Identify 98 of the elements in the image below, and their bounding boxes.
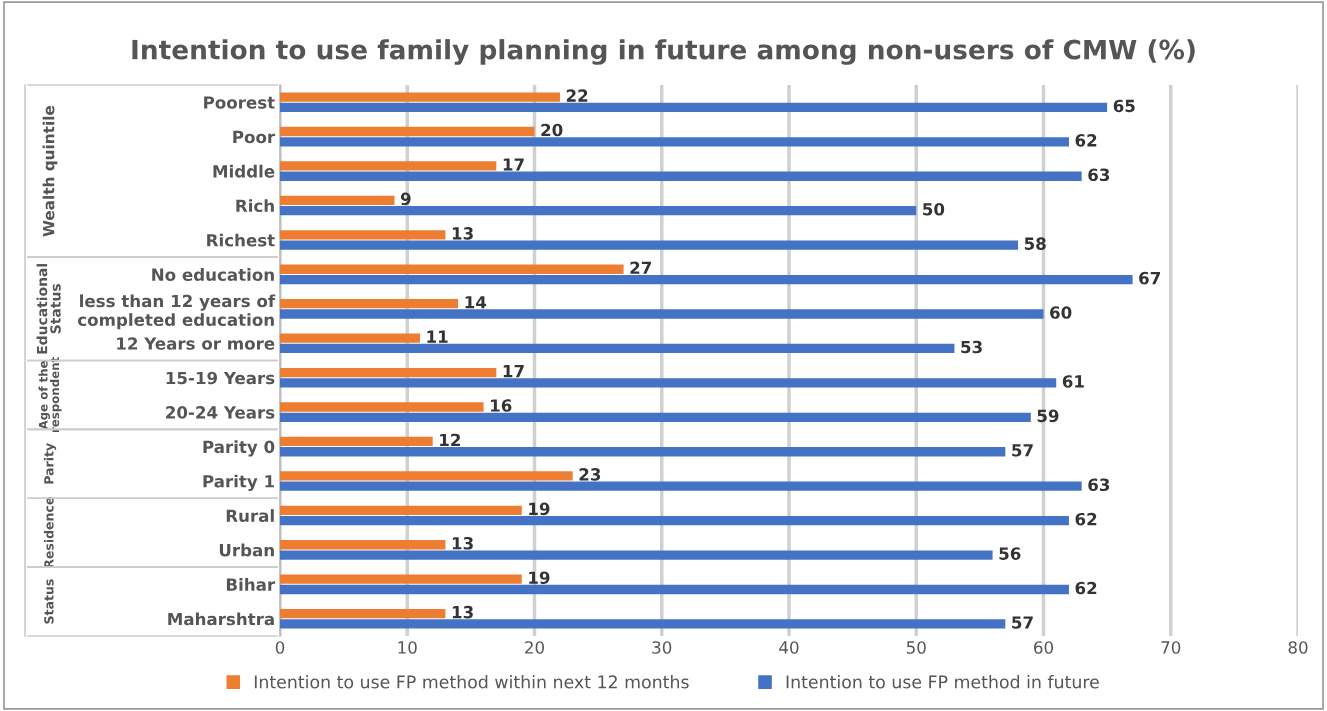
x-tick-label: 40 bbox=[779, 641, 799, 654]
text: Status bbox=[44, 579, 54, 624]
text: Wealth quintile bbox=[42, 105, 58, 237]
bar bbox=[280, 436, 433, 447]
y-tick-label: Poorest bbox=[204, 96, 275, 109]
data-label: 23 bbox=[579, 468, 601, 481]
y-tick-label: Poor bbox=[233, 130, 276, 144]
data-label: 14 bbox=[465, 296, 487, 309]
data-label: 27 bbox=[630, 261, 651, 274]
data-label: 12 bbox=[440, 433, 460, 447]
y-tick-label: Bihar bbox=[226, 578, 276, 591]
bar bbox=[280, 240, 1019, 250]
bar bbox=[280, 309, 1044, 319]
text: Educational Status bbox=[36, 264, 61, 354]
y-tick-label: Parity 1 bbox=[203, 474, 274, 491]
x-tick-label: 20 bbox=[525, 641, 544, 654]
bar bbox=[280, 367, 497, 378]
data-label: 13 bbox=[452, 536, 473, 550]
data-label: 57 bbox=[1012, 616, 1033, 629]
bar bbox=[280, 137, 1069, 147]
bar bbox=[280, 447, 1006, 457]
bar bbox=[280, 584, 1069, 595]
bar bbox=[280, 471, 573, 481]
x-tick-label: 30 bbox=[652, 641, 672, 654]
bar bbox=[280, 402, 484, 412]
bar bbox=[280, 102, 1108, 113]
data-label: 16 bbox=[491, 399, 512, 412]
chart-title: Intention to use family planning in future among non-users of CMW (%) bbox=[132, 39, 1195, 65]
y-tick-label: Parity 0 bbox=[203, 440, 275, 457]
bar bbox=[280, 412, 1031, 422]
x-tick-label: 70 bbox=[1161, 641, 1181, 654]
x-tick-label: 10 bbox=[398, 641, 417, 654]
data-label: 17 bbox=[503, 158, 524, 171]
bar bbox=[280, 481, 1082, 491]
bar bbox=[280, 343, 955, 354]
y-tick-label: Richest bbox=[207, 233, 275, 247]
data-label: 17 bbox=[503, 365, 524, 378]
legend-label: Intention to use FP method within next 12 months bbox=[254, 675, 689, 689]
data-label: 9 bbox=[400, 192, 411, 206]
bar bbox=[280, 378, 1057, 388]
y-tick-label: No education bbox=[152, 268, 274, 281]
data-label: 19 bbox=[529, 502, 550, 516]
y-tick-label: less than 12 years of completed education bbox=[77, 294, 276, 330]
data-label: 22 bbox=[566, 89, 588, 102]
bar bbox=[280, 550, 993, 560]
bar bbox=[280, 505, 522, 515]
data-label: 63 bbox=[1088, 478, 1110, 492]
bar bbox=[280, 264, 624, 274]
bar bbox=[280, 333, 420, 343]
y-tick-label: Rural bbox=[226, 509, 274, 523]
bar bbox=[280, 126, 535, 137]
data-label: 59 bbox=[1037, 409, 1059, 423]
y-tick-label: 12 Years or more bbox=[117, 337, 275, 350]
y-tick-label: Maharshtra bbox=[168, 612, 274, 626]
data-label: 13 bbox=[452, 605, 473, 619]
bar bbox=[280, 274, 1133, 285]
bar bbox=[280, 608, 446, 619]
y-tick-label: 15-19 Years bbox=[166, 371, 275, 385]
bar bbox=[280, 206, 917, 216]
bar bbox=[280, 299, 459, 309]
data-label: 13 bbox=[452, 227, 473, 240]
data-label: 57 bbox=[1012, 444, 1033, 457]
x-tick-label: 60 bbox=[1034, 641, 1053, 654]
data-label: 56 bbox=[999, 547, 1021, 560]
x-tick-label: 0 bbox=[275, 641, 285, 654]
data-label: 50 bbox=[923, 202, 945, 216]
y-tick-label: 20-24 Years bbox=[166, 406, 275, 419]
data-label: 61 bbox=[1062, 375, 1084, 388]
data-label: 20 bbox=[541, 123, 563, 137]
text: Parity bbox=[43, 443, 57, 484]
data-label: 53 bbox=[961, 340, 982, 354]
x-tick-label: 50 bbox=[906, 641, 926, 654]
bar bbox=[280, 171, 1082, 181]
text: Age of the respondent bbox=[38, 357, 62, 433]
data-label: 60 bbox=[1050, 306, 1072, 319]
bar bbox=[280, 195, 395, 206]
legend-label: Intention to use FP method in future bbox=[786, 675, 1099, 689]
bar bbox=[280, 161, 497, 171]
data-label: 63 bbox=[1088, 168, 1110, 182]
data-label: 67 bbox=[1139, 271, 1160, 285]
x-tick-label: 80 bbox=[1288, 641, 1308, 654]
data-label: 58 bbox=[1024, 237, 1046, 250]
data-label: 62 bbox=[1075, 581, 1097, 595]
bar bbox=[280, 540, 446, 550]
text: Residence bbox=[43, 497, 54, 568]
bar bbox=[280, 574, 522, 584]
y-tick-label: Rich bbox=[236, 199, 274, 213]
bar bbox=[280, 515, 1069, 526]
bar bbox=[280, 92, 560, 102]
y-tick-label: Urban bbox=[219, 543, 274, 557]
y-tick-label: Middle bbox=[213, 164, 275, 178]
bar bbox=[280, 619, 1006, 629]
data-label: 62 bbox=[1075, 512, 1097, 526]
data-label: 62 bbox=[1075, 134, 1097, 147]
data-label: 19 bbox=[529, 571, 550, 585]
bar bbox=[280, 230, 446, 240]
data-label: 11 bbox=[427, 330, 448, 343]
data-label: 65 bbox=[1113, 99, 1135, 113]
